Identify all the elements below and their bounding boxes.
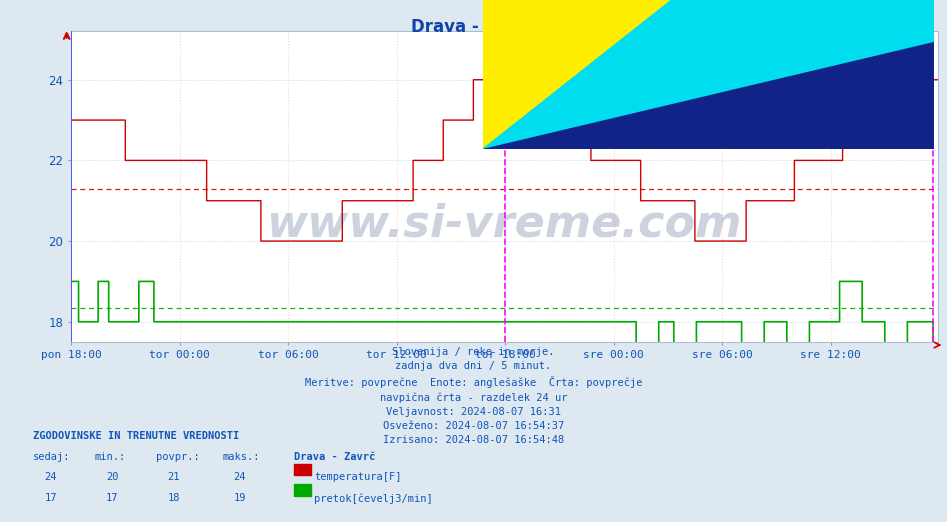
Text: 24: 24 (234, 472, 246, 482)
Text: maks.:: maks.: (223, 452, 260, 461)
Text: www.si-vreme.com: www.si-vreme.com (266, 203, 742, 245)
Text: min.:: min.: (95, 452, 126, 461)
Text: Drava - Zavrč: Drava - Zavrč (294, 452, 375, 461)
Text: temperatura[F]: temperatura[F] (314, 472, 402, 482)
Text: 19: 19 (234, 493, 246, 503)
Polygon shape (483, 0, 934, 149)
Text: 17: 17 (45, 493, 57, 503)
Polygon shape (483, 0, 934, 149)
Text: 20: 20 (106, 472, 118, 482)
Text: 17: 17 (106, 493, 118, 503)
Text: 24: 24 (45, 472, 57, 482)
Text: 18: 18 (168, 493, 180, 503)
Text: 21: 21 (168, 472, 180, 482)
Text: pretok[čevelj3/min]: pretok[čevelj3/min] (314, 493, 433, 504)
Text: Slovenija / reke in morje.
zadnja dva dni / 5 minut.
Meritve: povprečne  Enote: : Slovenija / reke in morje. zadnja dva dn… (305, 347, 642, 445)
Text: povpr.:: povpr.: (156, 452, 200, 461)
Text: Drava - Zavrč: Drava - Zavrč (411, 18, 536, 36)
Polygon shape (483, 42, 934, 149)
Text: ZGODOVINSKE IN TRENUTNE VREDNOSTI: ZGODOVINSKE IN TRENUTNE VREDNOSTI (33, 431, 240, 441)
Text: sedaj:: sedaj: (33, 452, 71, 461)
